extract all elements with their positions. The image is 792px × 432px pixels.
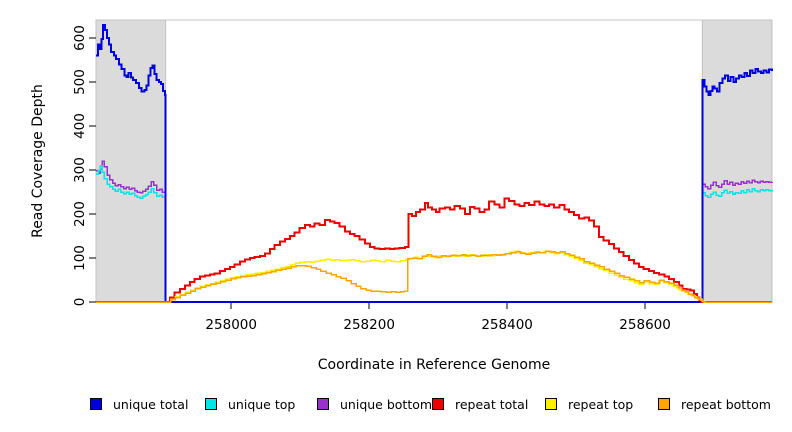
shaded-region-flank-right (701, 19, 773, 303)
y-axis-title: Read Coverage Depth (30, 84, 46, 238)
series-line-unique-bottom (96, 160, 773, 303)
unique-bottom-swatch-icon (317, 398, 329, 410)
series-line-repeat-total (96, 197, 772, 303)
legend-label: repeat bottom (681, 396, 771, 412)
series-line-repeat-top (96, 250, 772, 303)
series-line-unique-total (96, 23, 773, 303)
unique-top-swatch-icon (205, 398, 217, 410)
y-tick-label: 100 (72, 245, 88, 271)
repeat-bottom-swatch-icon (658, 398, 670, 410)
legend-label: unique total (113, 396, 189, 412)
x-tick-label: 258600 (619, 317, 671, 333)
y-tick-label: 600 (72, 25, 88, 51)
legend-label: repeat top (568, 396, 634, 412)
legend-item-unique-top: unique top (205, 396, 295, 412)
legend-item-repeat-top: repeat top (545, 396, 633, 412)
legend-label: repeat total (455, 396, 529, 412)
y-tick-label: 400 (72, 113, 88, 139)
x-tick-label: 258200 (343, 317, 395, 333)
repeat-top-swatch-icon (545, 398, 557, 410)
y-tick-label: 500 (72, 69, 88, 95)
y-tick-label: 300 (72, 157, 88, 183)
repeat-total-swatch-icon (432, 398, 444, 410)
legend-item-repeat-bottom: repeat bottom (658, 396, 771, 412)
legend-label: unique top (228, 396, 296, 412)
legend-item-repeat-total: repeat total (432, 396, 528, 412)
legend-item-unique-total: unique total (90, 396, 188, 412)
series-line-repeat-bottom (96, 250, 772, 303)
y-tick-label: 200 (72, 201, 88, 227)
y-tick-label: 0 (72, 298, 88, 307)
unique-total-swatch-icon (90, 398, 102, 410)
x-tick-label: 258000 (205, 317, 257, 333)
legend: unique total unique top unique bottom re… (0, 396, 792, 416)
shaded-region-flank-left (95, 19, 167, 303)
series-line-unique-top (96, 164, 773, 303)
x-tick-label: 258400 (481, 317, 533, 333)
legend-item-unique-bottom: unique bottom (317, 396, 432, 412)
x-axis-title: Coordinate in Reference Genome (317, 357, 551, 373)
coverage-chart: 258000 258200 258400 258600 0 100 200 300 400 500… (72, 19, 773, 333)
legend-label: unique bottom (340, 396, 433, 412)
